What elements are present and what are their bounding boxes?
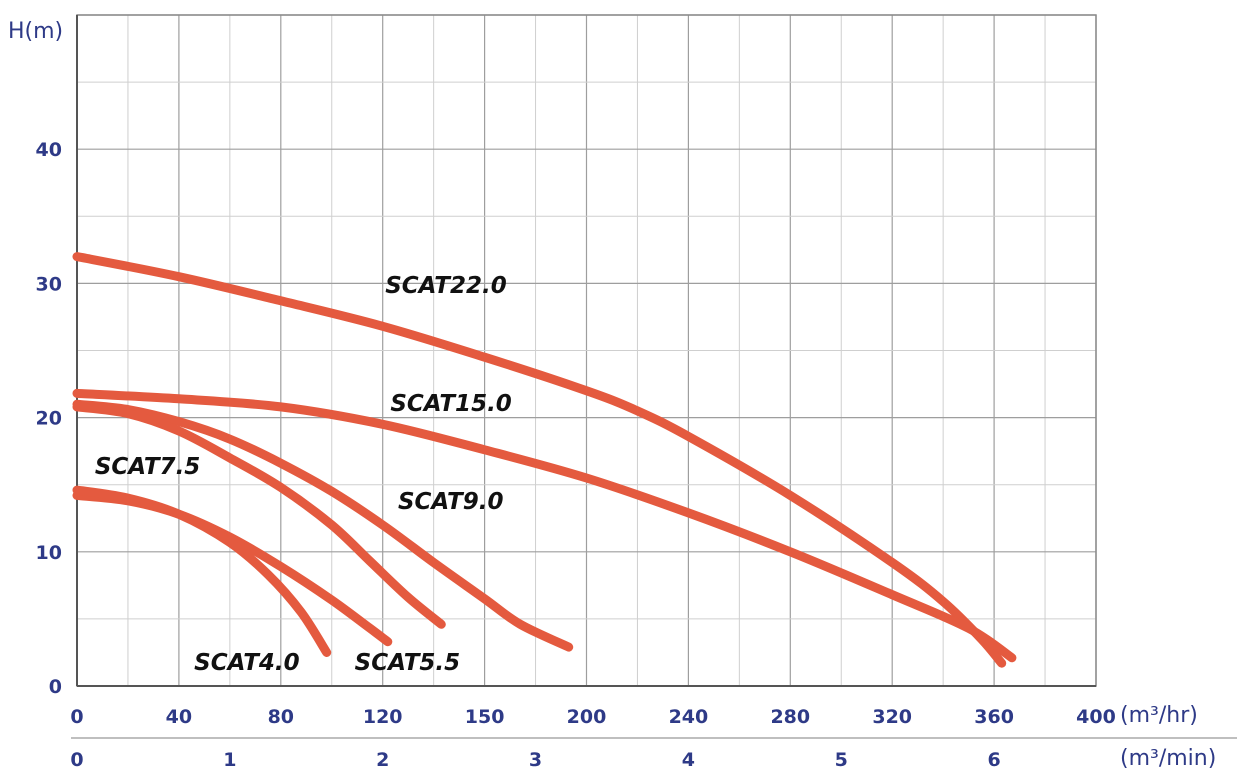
x-tick-label: 400 [1076, 706, 1116, 728]
x-tick-label: 80 [268, 706, 294, 728]
curve-scat5-5 [72, 490, 393, 647]
curve-scat15-0 [72, 388, 1017, 663]
curve-scat9-0 [72, 399, 574, 652]
series-labels: SCAT22.0 SCAT15.0 SCAT9.0 SCAT7.5 SCAT5.5 SCA… [95, 273, 512, 676]
y-tick-label: 10 [36, 542, 62, 564]
curve-scat4-0 [72, 485, 332, 657]
pump-curves [72, 252, 1017, 668]
y-tick-label: 30 [36, 273, 62, 295]
grid [76, 14, 1097, 687]
x-tick-label: 360 [974, 706, 1014, 728]
x-tick-label: 320 [872, 706, 912, 728]
x2-tick-label: 2 [376, 749, 389, 771]
y-tick-label: 40 [36, 139, 62, 161]
x-tick-label: 0 [70, 706, 83, 728]
series-label-scat4-0: SCAT4.0 [194, 650, 299, 676]
y-tick-label: 20 [36, 408, 62, 430]
curve-scat22-0 [72, 252, 1007, 668]
curve-scat7-5 [72, 402, 446, 629]
series-label-scat22-0: SCAT22.0 [385, 273, 506, 299]
x-tick-label: 40 [166, 706, 192, 728]
y-axis-label: H(m) [8, 19, 63, 44]
x-tick-label: 240 [669, 706, 709, 728]
x2-tick-label: 6 [987, 749, 1000, 771]
x2-tick-label: 5 [835, 749, 848, 771]
x-tick-label: 200 [567, 706, 607, 728]
series-label-scat15-0: SCAT15.0 [390, 391, 511, 417]
x2-axis-label: (m³/min) [1120, 746, 1216, 771]
x2-tick-label: 3 [529, 749, 542, 771]
x-tick-label: 150 [465, 706, 505, 728]
x2-tick-label: 1 [223, 749, 236, 771]
series-label-scat5-5: SCAT5.5 [355, 650, 460, 676]
x2-tick-label: 4 [682, 749, 695, 771]
x-tick-label: 120 [363, 706, 403, 728]
y-tick-label: 0 [49, 676, 62, 698]
x-tick-label: 280 [770, 706, 810, 728]
series-label-scat9-0: SCAT9.0 [398, 489, 503, 515]
x-axis-label: (m³/hr) [1120, 703, 1198, 728]
x2-tick-label: 0 [70, 749, 83, 771]
series-label-scat7-5: SCAT7.5 [95, 454, 200, 480]
